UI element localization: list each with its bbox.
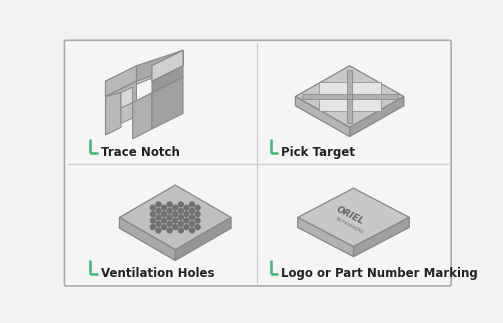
Circle shape xyxy=(179,228,183,233)
Circle shape xyxy=(195,224,200,230)
Polygon shape xyxy=(119,185,231,250)
Polygon shape xyxy=(298,188,409,247)
Polygon shape xyxy=(106,66,136,97)
Circle shape xyxy=(150,212,155,217)
Polygon shape xyxy=(295,97,350,137)
Circle shape xyxy=(190,228,195,233)
Polygon shape xyxy=(152,66,183,93)
Circle shape xyxy=(167,221,172,226)
Circle shape xyxy=(167,208,172,214)
Text: ORIEL: ORIEL xyxy=(335,205,366,227)
Circle shape xyxy=(190,202,195,207)
Polygon shape xyxy=(302,94,398,99)
Polygon shape xyxy=(319,99,347,110)
FancyBboxPatch shape xyxy=(64,40,451,286)
Circle shape xyxy=(179,208,183,214)
Circle shape xyxy=(161,218,166,223)
Circle shape xyxy=(173,224,178,230)
Circle shape xyxy=(167,228,172,233)
Polygon shape xyxy=(106,50,183,97)
Circle shape xyxy=(179,215,183,220)
Polygon shape xyxy=(119,217,175,261)
Circle shape xyxy=(167,202,172,207)
Polygon shape xyxy=(121,87,133,108)
Circle shape xyxy=(195,205,200,210)
Polygon shape xyxy=(354,217,409,257)
Text: Trace Notch: Trace Notch xyxy=(101,146,180,159)
Circle shape xyxy=(156,215,161,220)
Circle shape xyxy=(179,202,183,207)
Circle shape xyxy=(184,218,189,223)
Polygon shape xyxy=(106,93,121,135)
Circle shape xyxy=(161,212,166,217)
Circle shape xyxy=(161,205,166,210)
Circle shape xyxy=(184,212,189,217)
Text: Ventilation Holes: Ventilation Holes xyxy=(101,267,214,280)
Polygon shape xyxy=(121,103,133,123)
Text: Logo or Part Number Marking: Logo or Part Number Marking xyxy=(281,267,478,280)
Polygon shape xyxy=(152,50,183,81)
Circle shape xyxy=(184,224,189,230)
Circle shape xyxy=(150,205,155,210)
Circle shape xyxy=(156,221,161,226)
Circle shape xyxy=(195,218,200,223)
Polygon shape xyxy=(319,82,347,94)
Text: Pick Target: Pick Target xyxy=(281,146,356,159)
Polygon shape xyxy=(133,93,152,139)
Text: Technologies: Technologies xyxy=(333,216,364,234)
Polygon shape xyxy=(152,77,183,129)
Circle shape xyxy=(190,221,195,226)
Polygon shape xyxy=(350,97,404,137)
Circle shape xyxy=(173,205,178,210)
Polygon shape xyxy=(298,217,354,257)
Circle shape xyxy=(190,208,195,214)
Circle shape xyxy=(156,202,161,207)
Circle shape xyxy=(150,218,155,223)
Polygon shape xyxy=(347,94,353,99)
Polygon shape xyxy=(106,81,136,120)
Circle shape xyxy=(156,228,161,233)
Circle shape xyxy=(161,224,166,230)
Circle shape xyxy=(173,218,178,223)
Circle shape xyxy=(184,205,189,210)
Circle shape xyxy=(195,212,200,217)
Circle shape xyxy=(150,224,155,230)
Circle shape xyxy=(173,212,178,217)
Circle shape xyxy=(167,215,172,220)
Polygon shape xyxy=(353,82,381,94)
Polygon shape xyxy=(136,50,183,81)
Circle shape xyxy=(190,215,195,220)
Polygon shape xyxy=(353,99,381,110)
Circle shape xyxy=(179,221,183,226)
Polygon shape xyxy=(347,69,353,123)
Polygon shape xyxy=(175,217,231,261)
Circle shape xyxy=(156,208,161,214)
Polygon shape xyxy=(152,50,183,81)
Polygon shape xyxy=(295,66,404,127)
